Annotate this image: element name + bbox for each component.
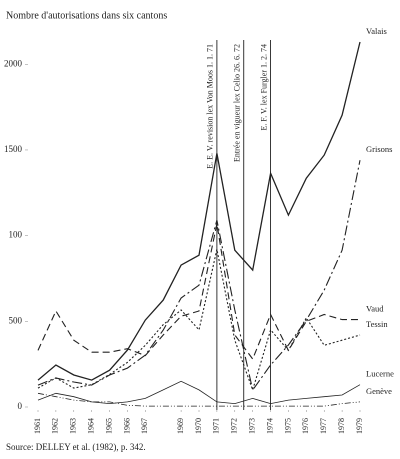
- y-tick-label: 1500: [4, 144, 23, 154]
- x-tick-label: 1975: [283, 418, 292, 434]
- x-tick-label: 1972: [230, 418, 239, 434]
- x-tick-label: 1979: [355, 418, 364, 434]
- x-tick-label: 1976: [301, 418, 310, 434]
- x-tick-label: 1962: [51, 418, 60, 434]
- x-tick-label: 1977: [319, 418, 328, 434]
- x-tick-label: 1974: [265, 418, 274, 434]
- series-line: [37, 223, 360, 361]
- y-tick-label: 2000: [4, 58, 23, 68]
- series-label: Genève: [366, 386, 392, 396]
- series-line: [37, 41, 361, 381]
- series-label: Lucerne: [366, 369, 394, 379]
- series-label: Grisons: [366, 144, 392, 154]
- x-tick-label: 1978: [337, 418, 346, 434]
- x-tick-label: 1961: [33, 418, 42, 434]
- chart-title: Nombre d'autorisations dans six cantons: [6, 10, 167, 21]
- x-tick-label: 1969: [176, 418, 185, 434]
- annotation-text: Entrée en vigueur lex Celio 26. 6. 72: [233, 44, 242, 162]
- y-tick-label: 100: [9, 230, 23, 240]
- y-tick-label: 0: [18, 401, 23, 411]
- x-tick-label: 1965: [104, 418, 113, 434]
- annotation-text: E. E. V. revision lex Von Moos 1. 1. 71: [206, 44, 215, 169]
- x-tick-label: 1971: [212, 418, 221, 434]
- series-label: Vaud: [366, 304, 384, 314]
- x-tick-label: 1970: [194, 418, 203, 434]
- series-line: [37, 160, 361, 392]
- x-tick-label: 1963: [69, 418, 78, 434]
- x-tick-label: 1966: [122, 418, 131, 434]
- x-tick-label: 1967: [140, 418, 149, 434]
- x-tick-label: 1973: [247, 418, 256, 434]
- y-tick-label: 500: [9, 315, 23, 325]
- source: Source: DELLEY et al. (1982), p. 342.: [6, 442, 146, 452]
- x-tick-label: 1964: [86, 418, 95, 434]
- series-line: [37, 392, 361, 407]
- series-line: [37, 380, 361, 405]
- series-label: Tessin: [366, 319, 388, 329]
- annotation-text: E. F. V. lex Furgler 1. 2. 74: [259, 44, 268, 130]
- series-label: Valais: [366, 26, 387, 36]
